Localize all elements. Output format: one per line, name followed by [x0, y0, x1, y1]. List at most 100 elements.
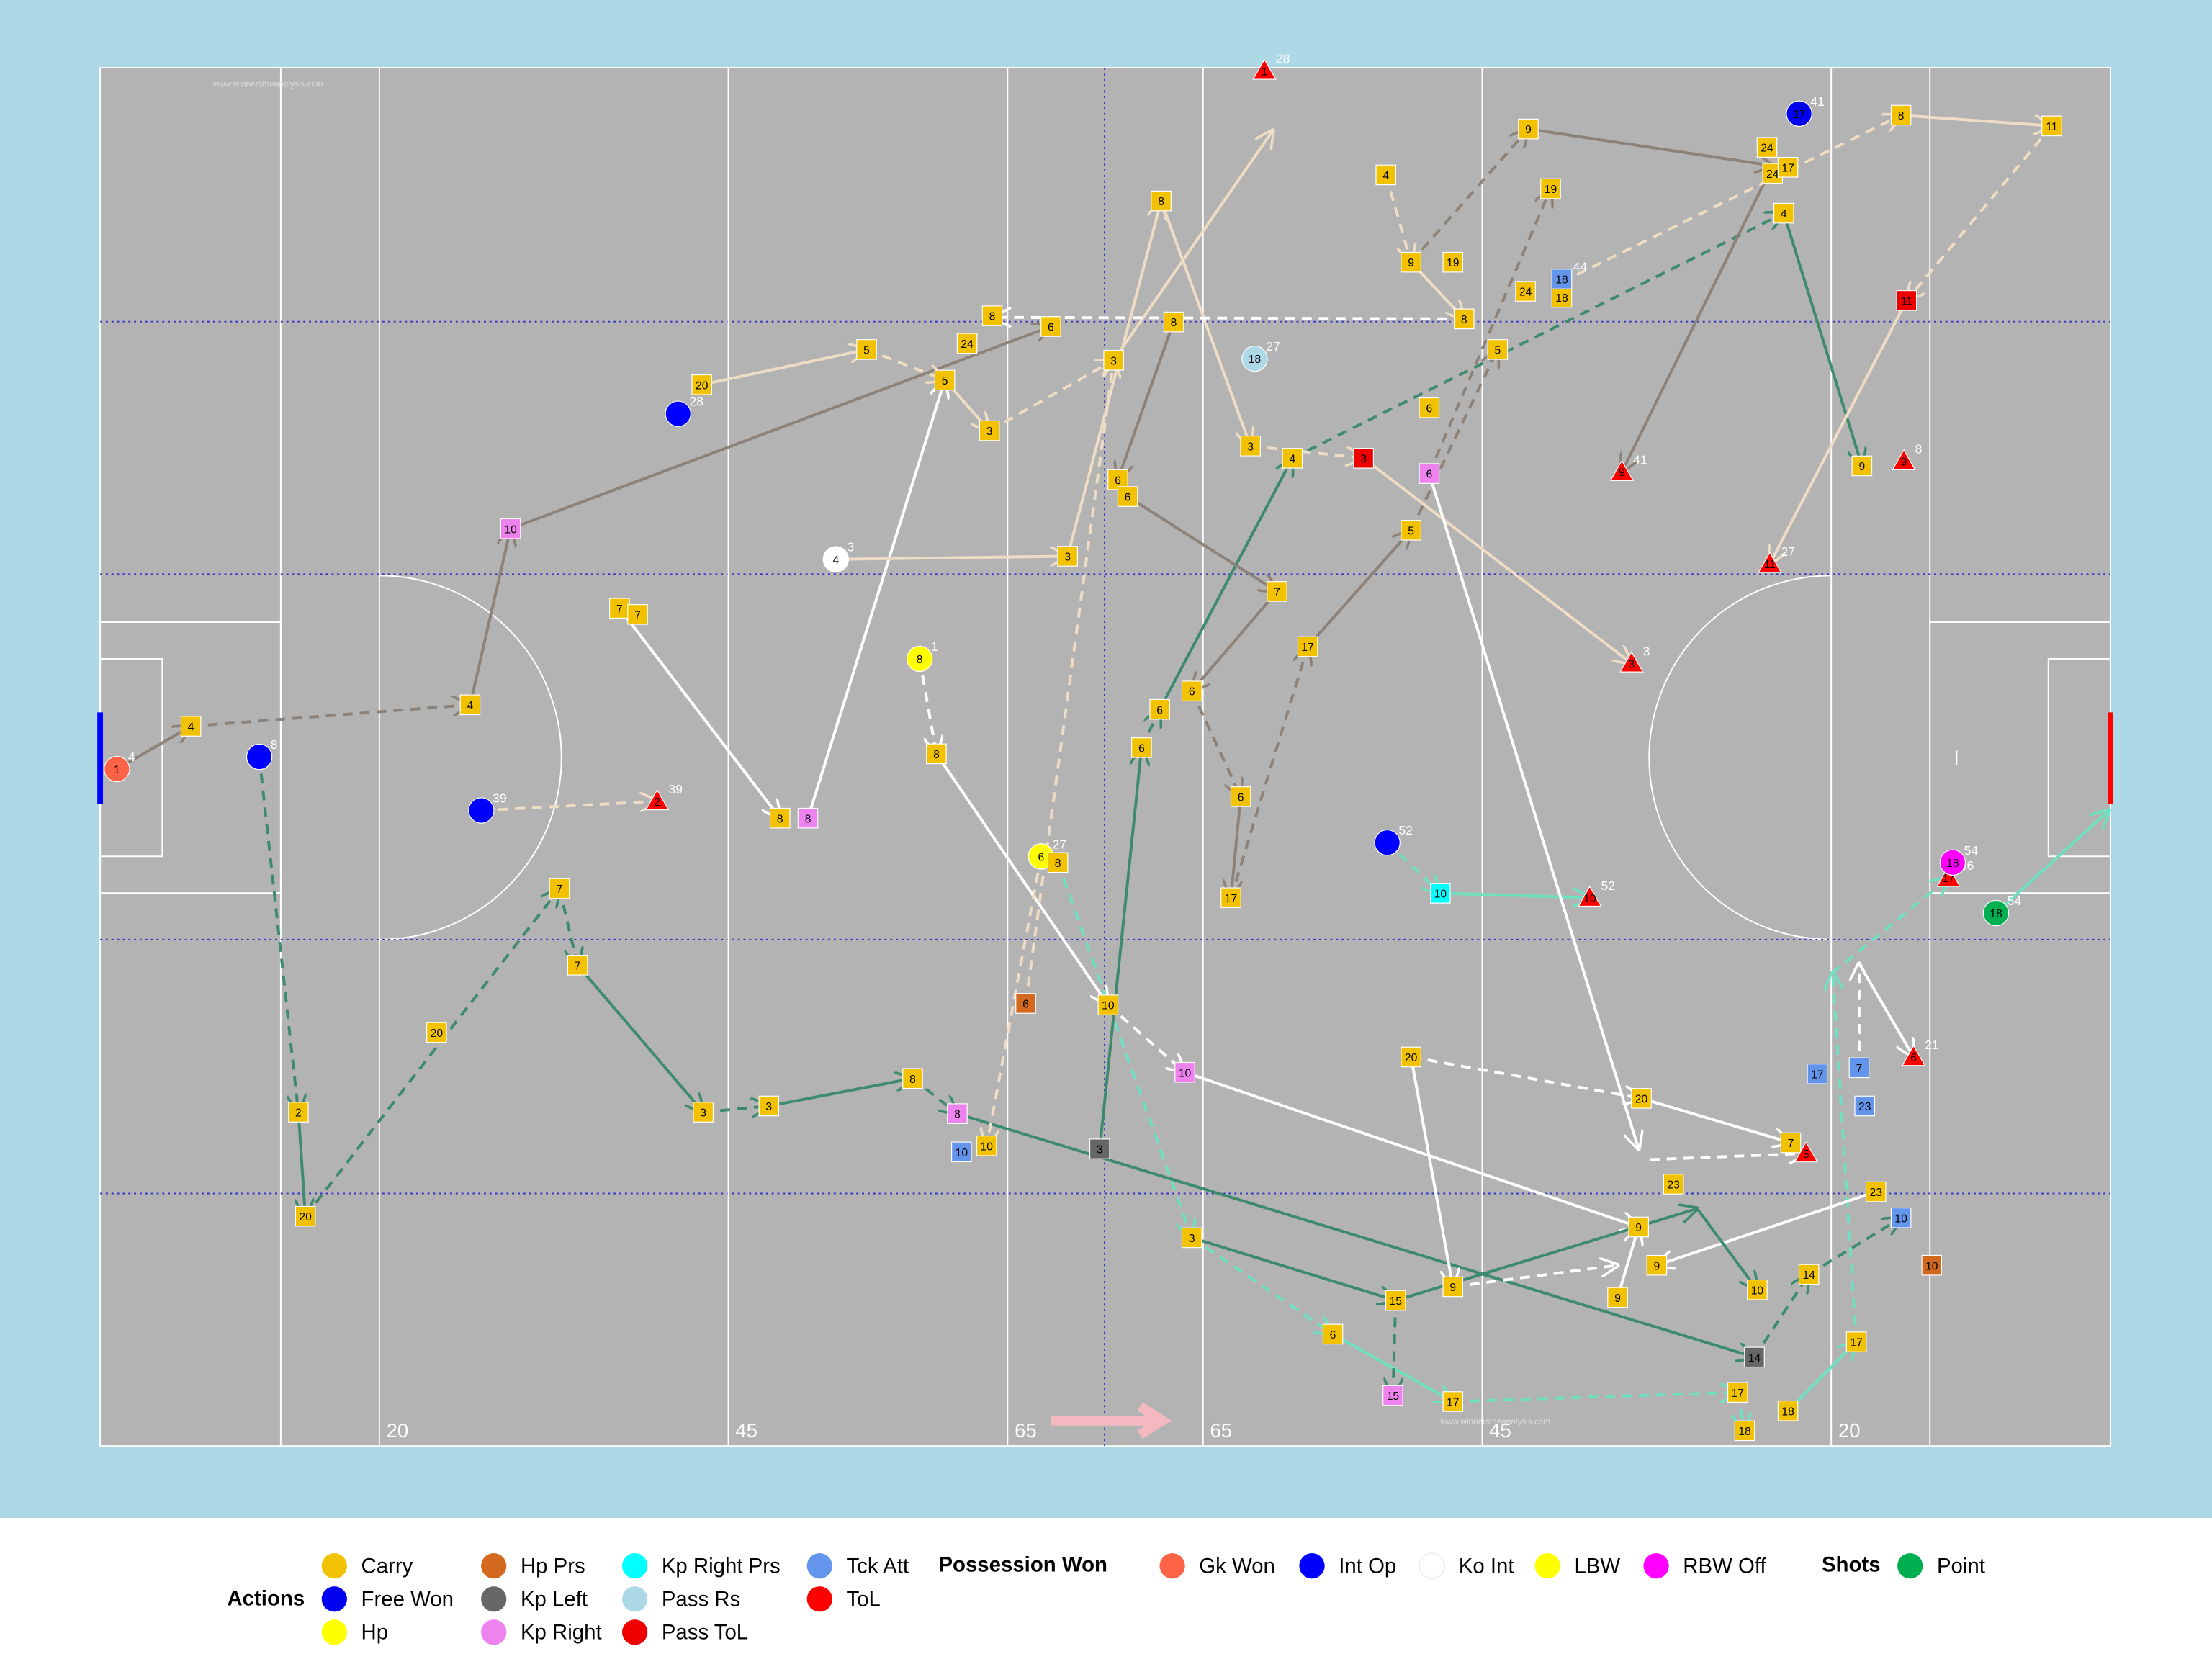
marker-tag: 52: [1398, 823, 1413, 837]
marker-tag: 39: [493, 791, 507, 806]
marker: [1430, 883, 1451, 904]
action-arrow: [986, 855, 1043, 1146]
legend-swatch: [1534, 1553, 1560, 1579]
legend-title: Shots: [1822, 1552, 1881, 1576]
action-arrow: [1306, 530, 1411, 648]
marker-label: 20: [431, 1028, 444, 1040]
marker-label: 3: [765, 1101, 772, 1113]
action-arrow: [935, 752, 1107, 1005]
marker-tag: 27: [1781, 544, 1796, 559]
action-arrow: [576, 964, 703, 1112]
action-arrow: [1782, 212, 1862, 466]
marker-label: 18: [1249, 354, 1262, 366]
marker-label: 11: [1901, 295, 1912, 307]
marker: [1646, 1254, 1668, 1276]
marker-label: 17: [1225, 893, 1237, 905]
marker: [104, 755, 130, 783]
action-arrow: [618, 607, 780, 818]
action-arrow: [1831, 878, 1948, 974]
legend-label: LBW: [1574, 1554, 1620, 1578]
marker: [1097, 994, 1119, 1015]
marker: [2041, 115, 2062, 137]
marker-label: 6: [1048, 322, 1054, 334]
marker: [1607, 1287, 1628, 1308]
action-arrow: [1528, 127, 1772, 166]
marker-label: 7: [616, 603, 623, 616]
marker-label: 5: [1408, 525, 1414, 537]
marker-label: 3: [1110, 355, 1117, 367]
marker: [1619, 651, 1644, 673]
marker-label: 5: [863, 344, 870, 356]
action-arrow: [1650, 1154, 1806, 1160]
marker: [1734, 1420, 1755, 1442]
legend-label: Pass ToL: [662, 1621, 748, 1645]
marker-label: 3: [1189, 1233, 1195, 1245]
marker: [1267, 581, 1287, 602]
marker: [1890, 1207, 1912, 1228]
marker: [1578, 885, 1602, 907]
action-arrow: [1696, 1208, 1757, 1290]
legend-swatch: [481, 1619, 507, 1645]
marker-label: 6: [1426, 469, 1432, 481]
marker: [1890, 104, 1912, 126]
marker-label: 15: [1390, 1295, 1403, 1308]
marker-label: 3: [700, 1107, 706, 1120]
marker-label: 10: [1434, 888, 1447, 900]
legend-label: Kp Right Prs: [662, 1554, 781, 1578]
marker: [691, 374, 713, 395]
marker: [180, 716, 202, 737]
marker: [1353, 448, 1374, 469]
marker-label: 6: [1189, 686, 1195, 698]
marker: [1174, 1061, 1195, 1083]
marker: [1747, 1279, 1768, 1300]
marker: [951, 1141, 972, 1163]
marker: [567, 955, 588, 976]
x-tick-label: 45: [1489, 1419, 1511, 1442]
marker: [1540, 178, 1561, 199]
marker: [902, 1068, 923, 1089]
marker-label: 2: [654, 796, 660, 809]
marker: [1103, 349, 1124, 371]
legend-label: Carry: [361, 1554, 413, 1578]
legend-swatch: [1299, 1553, 1325, 1579]
marker-label: 6: [1125, 492, 1131, 504]
marker: [1442, 251, 1464, 273]
marker-label: 3: [1360, 453, 1367, 465]
marker: [1181, 1227, 1202, 1249]
marker: [1786, 100, 1812, 127]
marker: [1149, 698, 1170, 720]
marker-label: 17: [1301, 642, 1313, 654]
legend-label: Gk Won: [1199, 1554, 1275, 1578]
marker-label: 3: [986, 426, 993, 438]
action-arrow: [1657, 1190, 1876, 1265]
marker: [1163, 311, 1184, 333]
marker-label: 9: [1653, 1260, 1660, 1272]
marker: [1798, 1264, 1820, 1285]
action-arrow: [1808, 1218, 1901, 1276]
action-arrow: [1640, 1097, 1791, 1143]
marker: [1297, 636, 1318, 657]
action-arrow: [304, 889, 559, 1218]
marker: [665, 400, 691, 427]
legend-swatch: [622, 1586, 648, 1612]
channel-lines: [100, 68, 2110, 1447]
marker-label: 9: [1635, 1222, 1642, 1234]
marker: [1442, 1391, 1464, 1412]
marker-label: 17: [1447, 1397, 1459, 1409]
watermark: www.winnerstheanalysis.com: [212, 80, 323, 89]
action-arrow: [701, 349, 867, 387]
marker-label: 10: [1583, 893, 1596, 905]
marker-tag: 4: [128, 750, 135, 764]
marker: [1015, 993, 1036, 1014]
marker-label: 20: [299, 1211, 312, 1223]
marker: [1780, 1132, 1802, 1154]
marker-label: 1: [1262, 66, 1268, 78]
marker: [1181, 680, 1202, 701]
marker: [934, 369, 956, 391]
marker-label: 11: [1764, 559, 1776, 571]
arc: [379, 575, 562, 940]
marker: [1609, 459, 1635, 481]
action-arrow: [703, 1106, 769, 1112]
marker: [1628, 1216, 1649, 1238]
marker-label: 23: [1870, 1187, 1883, 1199]
